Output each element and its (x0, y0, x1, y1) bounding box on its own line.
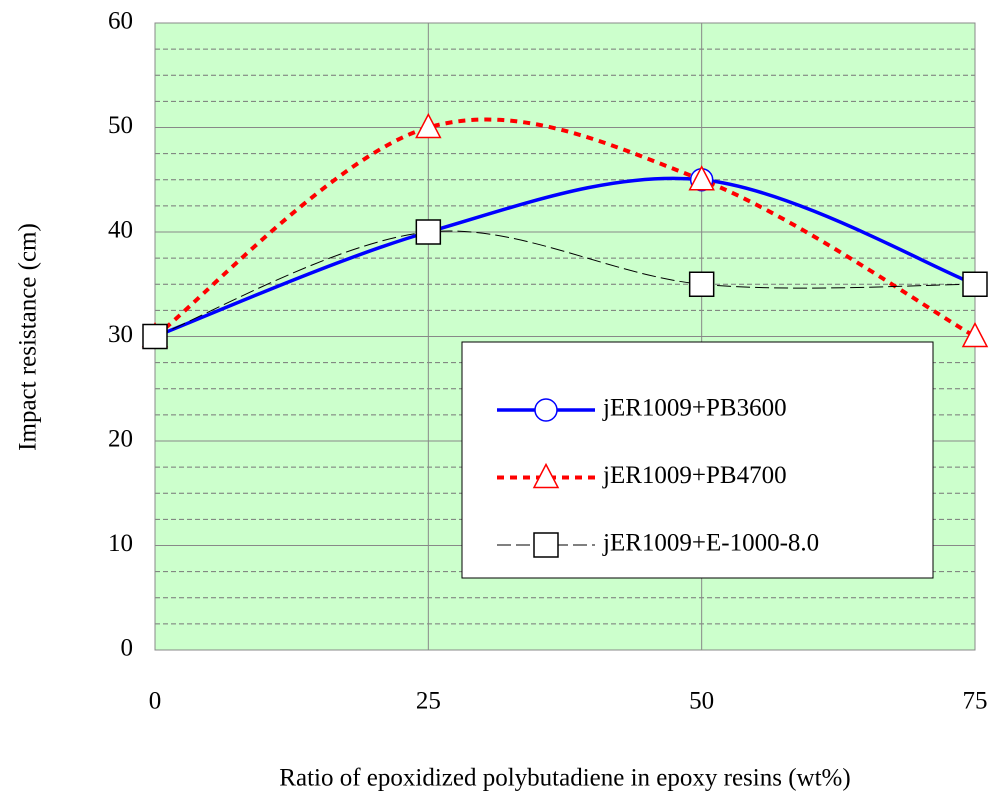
y-tick-label: 50 (108, 112, 133, 139)
legend-marker (533, 532, 559, 558)
y-tick-label: 40 (108, 217, 133, 244)
x-tick-label: 25 (416, 688, 441, 715)
legend-marker (534, 398, 558, 422)
y-axis-title: Impact resistance (cm) (15, 223, 42, 451)
marker (688, 271, 715, 297)
legend-label: jER1009+PB4700 (602, 462, 787, 489)
legend-marker (532, 462, 560, 489)
legend-label: jER1009+E-1000-8.0 (602, 530, 819, 557)
y-tick-label: 20 (108, 426, 133, 453)
y-tick-label: 30 (108, 321, 133, 348)
series-line (154, 176, 976, 339)
marker (415, 219, 442, 245)
legend-label: jER1009+PB3600 (602, 395, 787, 422)
series-line (154, 230, 976, 337)
marker (142, 323, 168, 350)
marker (415, 112, 442, 139)
y-tick-label: 60 (108, 8, 133, 35)
x-tick-label: 0 (149, 688, 162, 715)
x-axis-title: Ratio of epoxidized polybutadiene in epo… (279, 765, 850, 792)
x-tick-label: 50 (689, 688, 714, 715)
marker (962, 271, 988, 297)
x-tick-label: 75 (963, 688, 988, 715)
marker (688, 165, 715, 191)
y-tick-label: 0 (121, 635, 134, 662)
marker (961, 321, 989, 348)
y-tick-label: 10 (108, 530, 133, 557)
